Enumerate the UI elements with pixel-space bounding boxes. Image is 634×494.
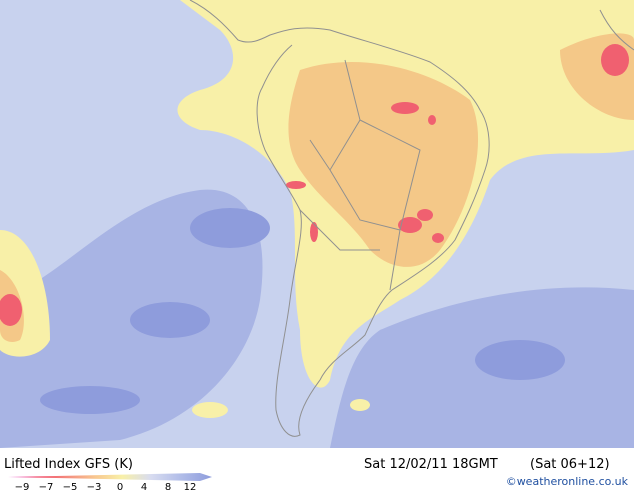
legend-label: −7 (39, 482, 54, 490)
legend-label: −9 (15, 482, 30, 490)
map-title: Lifted Index GFS (K) (4, 457, 133, 472)
legend-label: 8 (165, 482, 171, 490)
legend-label: 0 (117, 482, 123, 490)
credit-link[interactable]: ©weatheronline.co.uk (506, 475, 629, 488)
red-zones (0, 44, 629, 326)
legend-label: −5 (63, 482, 78, 490)
legend-bar (8, 473, 212, 481)
legend-label: 4 (141, 482, 147, 490)
legend-label: −3 (87, 482, 102, 490)
legend-label: 12 (184, 482, 197, 490)
datetime: Sat 12/02/11 18GMT (364, 457, 498, 472)
deep-blue-zones (40, 208, 565, 414)
legend-labels: −9 −7 −5 −3 0 4 8 12 (15, 482, 197, 493)
run-info: (Sat 06+12) (530, 457, 610, 472)
coastlines (189, 0, 634, 437)
footer (0, 448, 634, 490)
